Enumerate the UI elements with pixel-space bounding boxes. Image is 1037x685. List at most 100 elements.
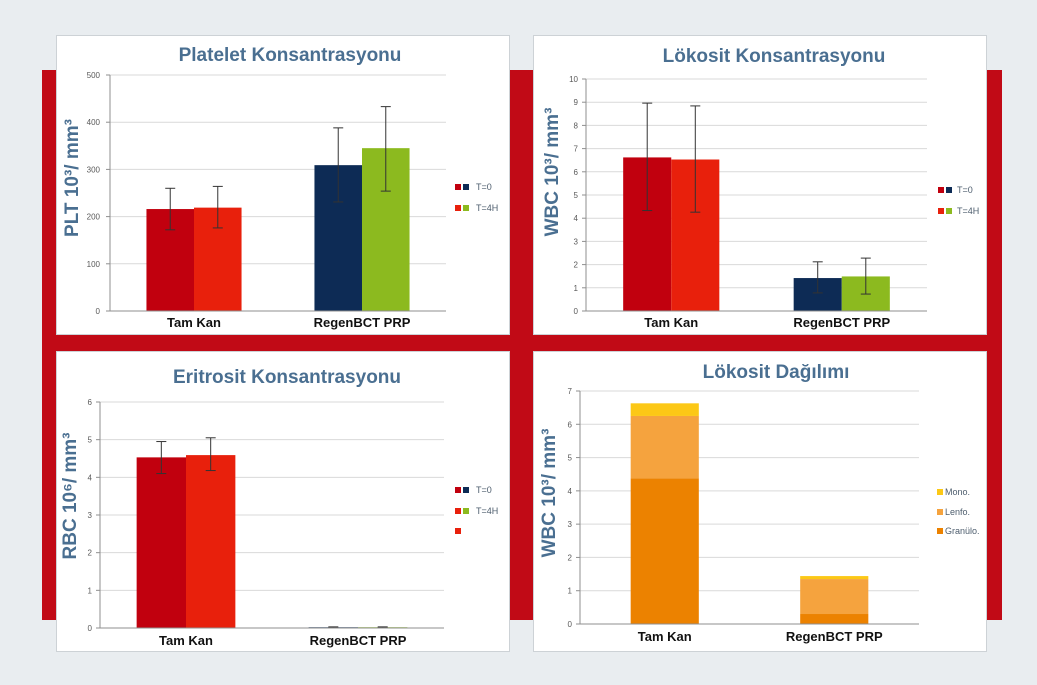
bar	[186, 455, 236, 628]
category-label: Tam Kan	[167, 315, 221, 330]
legend-entry: T=0	[455, 485, 492, 495]
y-tick-label: 0	[568, 620, 573, 629]
y-tick-label: 1	[574, 284, 579, 293]
category-label: RegenBCT PRP	[314, 315, 411, 330]
y-tick-label: 6	[574, 168, 579, 177]
legend-swatch	[937, 489, 943, 495]
legend-entry: T=4H	[938, 206, 979, 216]
error-bar	[380, 106, 391, 192]
bar	[136, 457, 186, 628]
legend: Mono. Lenfo. Granülo.	[937, 487, 980, 536]
y-tick-label: 0	[574, 307, 579, 316]
y-tick-label: 0	[96, 307, 101, 316]
legend-label: Lenfo.	[945, 507, 970, 517]
y-tick-label: 300	[87, 165, 101, 174]
y-tick-label: 200	[87, 213, 101, 222]
leukocyte-bar-chart: Lökosit Konsantrasyonu WBC 10³/ mm³ 0 1 2 3…	[542, 46, 979, 330]
axes: 0 1 2 3 4 5 6 7 8 9 10	[569, 75, 927, 316]
category-label: RegenBCT PRP	[310, 633, 407, 648]
legend-label: Granülo.	[945, 526, 980, 536]
category-label: Tam Kan	[159, 633, 213, 648]
legend-label: T=4H	[957, 206, 979, 216]
y-tick-label: 6	[88, 398, 93, 407]
y-tick-label: 4	[88, 473, 93, 482]
chart-title: Lökosit Konsantrasyonu	[663, 46, 886, 67]
erythrocyte-bar-chart: Eritrosit Konsantrasyonu RBC 10⁶/ mm³ 0 1…	[60, 367, 498, 648]
bar-segment	[630, 415, 699, 479]
legend-swatch	[463, 184, 469, 190]
platelet-bar-chart: Platelet Konsantrasyonu PLT 10³/ mm³ 0 10…	[62, 45, 498, 330]
legend-swatch	[938, 208, 944, 214]
y-axis-label: RBC 10⁶/ mm³	[60, 433, 81, 560]
error-bar	[156, 441, 167, 475]
legend-swatch	[455, 508, 461, 514]
y-tick-label: 1	[568, 587, 573, 596]
bar-segment	[800, 614, 869, 624]
legend-label: T=4H	[476, 203, 498, 213]
category-labels: Tam Kan RegenBCT PRP	[638, 629, 883, 644]
error-bar	[812, 261, 823, 294]
y-tick-label: 6	[568, 420, 573, 429]
legend-swatch	[455, 184, 461, 190]
y-tick-label: 3	[568, 520, 573, 529]
y-axis-label: WBC 10³/ mm³	[539, 429, 560, 558]
bars	[136, 437, 408, 629]
category-label: Tam Kan	[638, 629, 692, 644]
chart-title: Eritrosit Konsantrasyonu	[173, 367, 401, 388]
legend-entry: Mono.	[937, 487, 970, 497]
legend-swatch	[463, 508, 469, 514]
bar-segment	[800, 576, 869, 580]
legend-label: T=0	[957, 185, 973, 195]
legend-swatch	[455, 205, 461, 211]
bars	[623, 102, 890, 311]
axes: 0 1 2 3 4 5 6	[88, 398, 444, 633]
legend-label: T=4H	[476, 506, 498, 516]
y-tick-label: 0	[88, 624, 93, 633]
y-axis-label: WBC 10³/ mm³	[542, 108, 563, 237]
legend-swatch	[946, 187, 952, 193]
leukocyte-distribution-panel: Lökosit Dağılımı WBC 10³/ mm³ 0 1 2 3 4 5 6 7 T…	[533, 351, 987, 652]
bar-segment	[630, 478, 699, 624]
legend-swatch	[455, 528, 461, 534]
category-label: Tam Kan	[644, 315, 698, 330]
axes: 0 1 2 3 4 5 6 7	[568, 387, 919, 629]
y-tick-label: 3	[88, 511, 93, 520]
legend-label: T=0	[476, 485, 492, 495]
category-labels: Tam Kan RegenBCT PRP	[167, 315, 411, 330]
y-tick-label: 9	[574, 98, 579, 107]
legend-entry: T=0	[455, 182, 492, 192]
y-tick-label: 3	[574, 237, 579, 246]
legend: T=0 T=4H	[455, 485, 498, 534]
y-tick-label: 2	[574, 261, 579, 270]
y-tick-label: 4	[568, 487, 573, 496]
platelet-chart-panel: Platelet Konsantrasyonu PLT 10³/ mm³ 0 10…	[56, 35, 510, 335]
y-tick-label: 2	[568, 553, 573, 562]
y-tick-label: 4	[574, 214, 579, 223]
category-label: RegenBCT PRP	[793, 315, 890, 330]
error-bar	[690, 105, 701, 213]
axes: 0 100 200 300 400 500	[87, 71, 446, 316]
y-tick-label: 5	[568, 454, 573, 463]
leukocyte-chart-panel: Lökosit Konsantrasyonu WBC 10³/ mm³ 0 1 2 3…	[533, 35, 987, 335]
chart-title: Platelet Konsantrasyonu	[179, 45, 402, 66]
y-tick-label: 10	[569, 75, 578, 84]
bar-segment	[630, 403, 699, 416]
error-bar	[165, 187, 176, 231]
legend-swatch	[463, 487, 469, 493]
y-tick-label: 7	[574, 145, 579, 154]
legend-entry: Granülo.	[937, 526, 980, 536]
error-bar	[860, 257, 871, 295]
legend: T=0 T=4H	[455, 182, 498, 213]
error-bar	[333, 127, 344, 203]
legend-swatch	[937, 528, 943, 534]
y-tick-label: 7	[568, 387, 573, 396]
y-tick-label: 1	[88, 586, 93, 595]
error-bar	[642, 102, 653, 212]
legend-swatch	[937, 509, 943, 515]
y-tick-label: 2	[88, 549, 93, 558]
y-tick-label: 8	[574, 121, 579, 130]
category-labels: Tam Kan RegenBCT PRP	[644, 315, 890, 330]
legend-swatch	[946, 208, 952, 214]
y-axis-label: PLT 10³/ mm³	[62, 119, 83, 237]
